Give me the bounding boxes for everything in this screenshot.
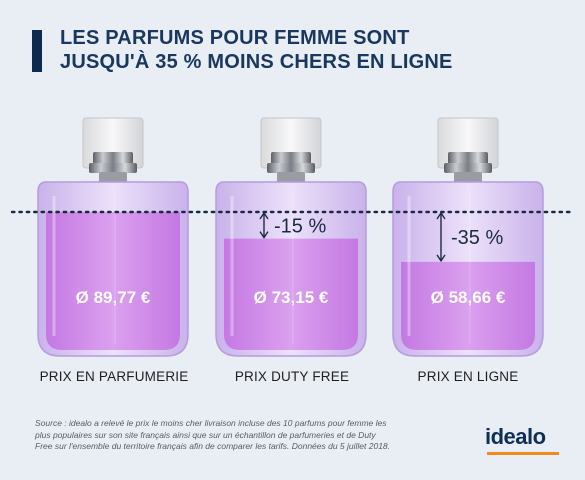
bottle-collar <box>93 152 133 164</box>
bottle-collar <box>271 152 311 164</box>
liquid-fill-bar <box>401 261 535 350</box>
liquid-fill-bar <box>46 212 180 350</box>
title-accent-bar <box>32 30 42 72</box>
arrow-head-down <box>436 254 446 263</box>
value-label: Ø 58,66 € <box>431 288 506 307</box>
value-label: Ø 89,77 € <box>76 288 151 307</box>
source-note: Source : idealo a relevé le prix le moin… <box>35 418 391 451</box>
difference-label: -35 % <box>451 227 503 249</box>
value-label: Ø 73,15 € <box>254 288 329 307</box>
bottle-collar-lower <box>89 163 137 173</box>
bottle-neck <box>454 172 482 184</box>
bottle-neck <box>99 172 127 184</box>
liquid-fill-bar <box>224 238 358 350</box>
bottle-collar-lower <box>444 163 492 173</box>
bottle-collar <box>448 152 488 164</box>
bottle-3: Ø 58,66 € <box>392 117 544 357</box>
category-label-1: PRIX EN PARFUMERIE <box>39 369 189 384</box>
bottle-1: Ø 89,77 € <box>37 117 189 357</box>
bottle-2: Ø 73,15 € <box>215 117 367 357</box>
bottle-collar-lower <box>267 163 315 173</box>
idealo-logo: idealo <box>485 424 546 449</box>
title-line-1: LES PARFUMS POUR FEMME SONT <box>60 27 410 49</box>
arrow-head-down <box>259 231 269 239</box>
bottle-neck <box>277 172 305 184</box>
page-title: LES PARFUMS POUR FEMME SONT JUSQU'À 35 %… <box>60 26 453 74</box>
logo-accent-underline <box>487 452 559 455</box>
category-label-3: PRIX EN LIGNE <box>417 369 519 384</box>
title-line-2: JUSQU'À 35 % MOINS CHERS EN LIGNE <box>60 51 453 73</box>
category-label-2: PRIX DUTY FREE <box>234 369 350 384</box>
difference-label: -15 % <box>274 215 326 237</box>
